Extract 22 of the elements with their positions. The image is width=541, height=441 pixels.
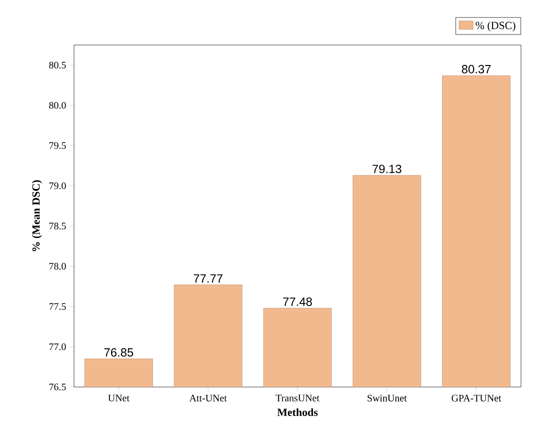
y-tick-label: 77.5 [49,303,66,310]
x-tick-label: GPA-TUNet [452,394,502,402]
data-label: 80.37 [462,64,491,74]
x-tick-label: SwinUnet [368,394,407,402]
x-axis-title: Methods [277,408,318,416]
y-axis-title: % (Mean DSC) [32,180,42,252]
y-tick-label: 78.5 [49,222,66,230]
y-tick-label: 80.5 [49,62,66,68]
x-tick-label: Att-UNet [189,394,227,402]
y-tick-label: 76.5 [49,384,66,390]
y-tick-label: 79.5 [49,142,66,149]
x-tick-label: TransUNet [276,394,320,402]
y-tick-label: 80.0 [49,102,66,109]
y-tick-label: 77.0 [49,343,66,350]
data-label: 79.13 [372,164,402,174]
y-tick-label: 79.0 [49,182,66,190]
data-label: 77.48 [283,297,312,306]
x-tick-label: UNet [108,394,130,402]
data-label: 77.77 [194,274,222,283]
y-tick-label: 78.0 [49,262,66,270]
legend-label: % (DSC) [476,21,516,32]
data-label: 76.85 [104,348,134,357]
